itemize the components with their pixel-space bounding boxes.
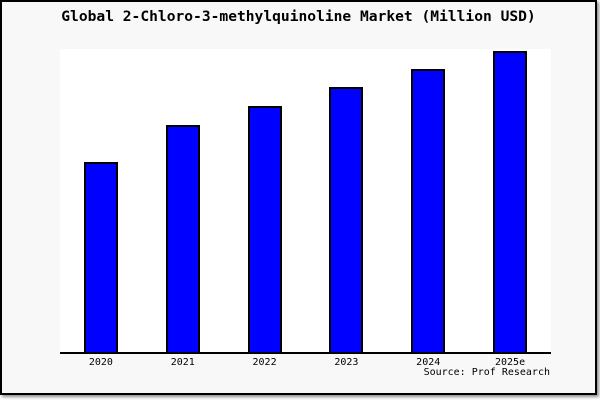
bar-2024 xyxy=(411,69,446,352)
bar-2021 xyxy=(165,125,200,352)
bar-2025e xyxy=(493,51,528,352)
bar-2020 xyxy=(83,162,118,352)
x-tick-label-2020: 2020 xyxy=(88,357,113,368)
x-tick-label-2022: 2022 xyxy=(252,357,277,368)
bar-slot xyxy=(387,49,469,352)
bar-slot xyxy=(305,49,387,352)
bar-slot xyxy=(142,49,224,352)
bar-2022 xyxy=(247,106,282,352)
x-tick-label-2025e: 2025e xyxy=(495,357,526,368)
source-credit: Source: Prof Research xyxy=(423,367,550,378)
x-tick-label-2021: 2021 xyxy=(170,357,195,368)
x-axis-line xyxy=(60,352,551,354)
plot-area xyxy=(60,49,551,354)
bar-slot xyxy=(60,49,142,352)
bar-slot xyxy=(224,49,306,352)
bar-series xyxy=(60,49,551,352)
chart-title: Global 2-Chloro-3-methylquinoline Market… xyxy=(61,8,536,25)
bar-2023 xyxy=(329,87,364,352)
bar-slot xyxy=(469,49,551,352)
x-tick-label-2024: 2024 xyxy=(416,357,441,368)
x-axis-tick-labels: 2020 2021 2022 2023 2024 2025e xyxy=(60,357,551,368)
x-tick-label-2023: 2023 xyxy=(334,357,359,368)
